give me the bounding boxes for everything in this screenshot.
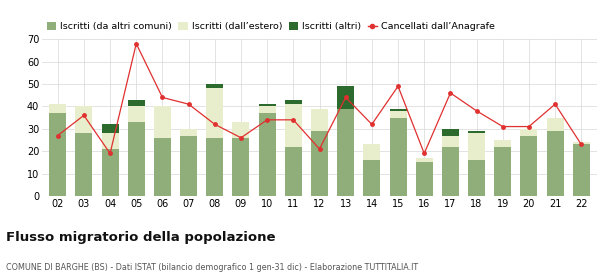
Bar bbox=[311, 109, 328, 131]
Bar bbox=[442, 129, 459, 136]
Bar bbox=[494, 140, 511, 147]
Bar bbox=[101, 149, 119, 196]
Bar bbox=[520, 136, 538, 196]
Bar bbox=[101, 124, 119, 133]
Bar bbox=[285, 100, 302, 104]
Bar bbox=[128, 122, 145, 196]
Bar bbox=[416, 158, 433, 162]
Bar bbox=[547, 131, 563, 196]
Bar bbox=[49, 113, 66, 196]
Bar bbox=[206, 88, 223, 138]
Text: Flusso migratorio della popolazione: Flusso migratorio della popolazione bbox=[6, 231, 275, 244]
Bar bbox=[468, 133, 485, 160]
Bar bbox=[232, 138, 250, 196]
Legend: Iscritti (da altri comuni), Iscritti (dall’estero), Iscritti (altri), Cancellati: Iscritti (da altri comuni), Iscritti (da… bbox=[47, 22, 495, 31]
Bar bbox=[285, 104, 302, 147]
Bar bbox=[128, 106, 145, 122]
Bar bbox=[154, 138, 171, 196]
Bar bbox=[364, 160, 380, 196]
Bar bbox=[573, 144, 590, 196]
Bar bbox=[128, 100, 145, 106]
Bar bbox=[389, 109, 407, 111]
Bar bbox=[389, 118, 407, 196]
Bar bbox=[232, 122, 250, 138]
Bar bbox=[389, 111, 407, 118]
Bar bbox=[76, 106, 92, 133]
Text: COMUNE DI BARGHE (BS) - Dati ISTAT (bilancio demografico 1 gen-31 dic) - Elabora: COMUNE DI BARGHE (BS) - Dati ISTAT (bila… bbox=[6, 263, 418, 272]
Bar bbox=[180, 129, 197, 136]
Bar bbox=[101, 133, 119, 149]
Bar bbox=[337, 86, 354, 109]
Bar bbox=[442, 147, 459, 196]
Bar bbox=[547, 118, 563, 131]
Bar bbox=[494, 147, 511, 196]
Bar bbox=[364, 144, 380, 160]
Bar bbox=[259, 113, 275, 196]
Bar bbox=[337, 109, 354, 196]
Bar bbox=[76, 133, 92, 196]
Bar bbox=[206, 138, 223, 196]
Bar bbox=[180, 136, 197, 196]
Bar bbox=[49, 104, 66, 113]
Bar bbox=[311, 131, 328, 196]
Bar bbox=[259, 104, 275, 106]
Bar bbox=[206, 84, 223, 88]
Bar bbox=[468, 160, 485, 196]
Bar bbox=[154, 106, 171, 138]
Bar bbox=[468, 131, 485, 133]
Bar bbox=[442, 136, 459, 147]
Bar bbox=[259, 106, 275, 113]
Bar bbox=[520, 129, 538, 136]
Bar bbox=[285, 147, 302, 196]
Bar bbox=[573, 142, 590, 144]
Bar bbox=[416, 162, 433, 196]
